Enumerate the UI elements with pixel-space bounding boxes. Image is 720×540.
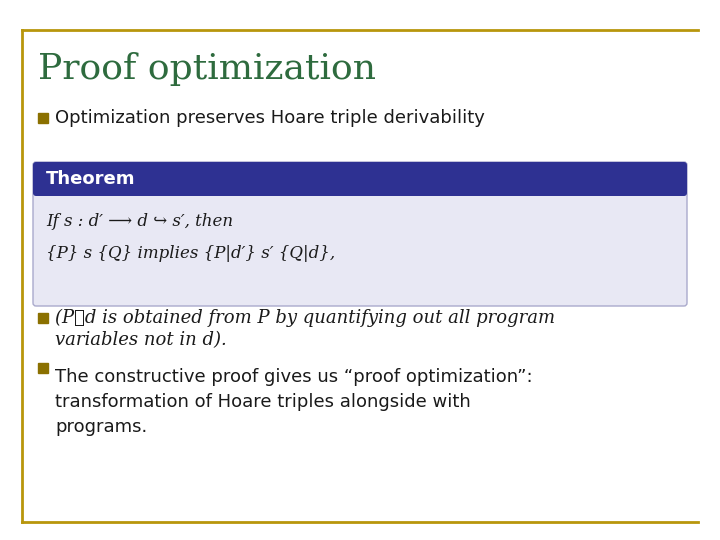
Text: Optimization preserves Hoare triple derivability: Optimization preserves Hoare triple deri… (55, 109, 485, 127)
Bar (38, 313, 48, 323)
Text: (P❘d is obtained from P by quantifying out all program: (P❘d is obtained from P by quantifying o… (55, 309, 555, 327)
FancyBboxPatch shape (33, 162, 687, 196)
Text: The constructive proof gives us “proof optimization”:
transformation of Hoare tr: The constructive proof gives us “proof o… (55, 368, 533, 436)
Text: {P} s {Q} implies {P|d′} s′ {Q|d},: {P} s {Q} implies {P|d′} s′ {Q|d}, (46, 245, 335, 262)
Text: If s : d′ ⟶ d ↪ s′, then: If s : d′ ⟶ d ↪ s′, then (46, 213, 233, 230)
Text: Theorem: Theorem (46, 170, 135, 188)
Bar (38, 113, 48, 123)
FancyBboxPatch shape (33, 162, 687, 306)
Text: Proof optimization: Proof optimization (38, 52, 376, 86)
Bar (38, 363, 48, 373)
Text: variables not in d).: variables not in d). (55, 331, 227, 349)
